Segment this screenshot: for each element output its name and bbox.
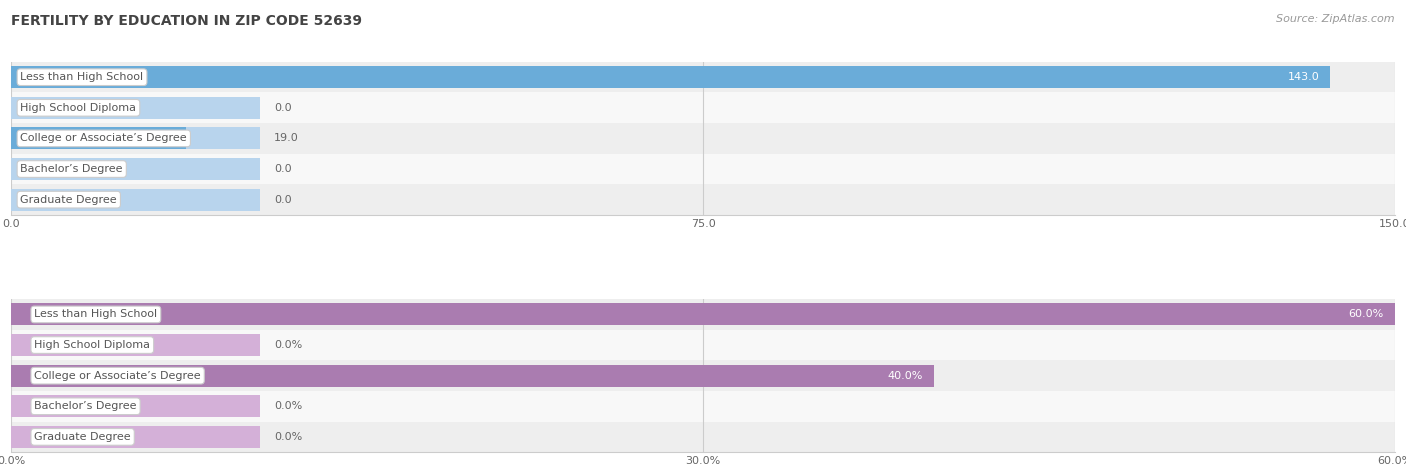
Text: 0.0%: 0.0% — [274, 401, 302, 411]
Text: Graduate Degree: Graduate Degree — [21, 195, 117, 205]
Bar — [11, 154, 1395, 184]
Text: College or Associate’s Degree: College or Associate’s Degree — [21, 133, 187, 143]
Bar — [11, 365, 260, 387]
Text: 0.0: 0.0 — [274, 195, 291, 205]
Text: Graduate Degree: Graduate Degree — [34, 432, 131, 442]
Bar — [11, 184, 1395, 215]
Bar — [11, 303, 260, 326]
Bar — [11, 158, 260, 180]
Text: College or Associate’s Degree: College or Associate’s Degree — [34, 371, 201, 381]
Text: 0.0%: 0.0% — [274, 340, 302, 350]
Bar — [11, 303, 1395, 326]
Text: High School Diploma: High School Diploma — [34, 340, 150, 350]
Text: Bachelor’s Degree: Bachelor’s Degree — [34, 401, 136, 411]
Text: Source: ZipAtlas.com: Source: ZipAtlas.com — [1277, 14, 1395, 24]
Text: 143.0: 143.0 — [1288, 72, 1319, 82]
Bar — [11, 391, 1395, 422]
Text: 60.0%: 60.0% — [1348, 309, 1384, 319]
Text: Bachelor’s Degree: Bachelor’s Degree — [21, 164, 122, 174]
Bar — [11, 395, 260, 417]
Text: FERTILITY BY EDUCATION IN ZIP CODE 52639: FERTILITY BY EDUCATION IN ZIP CODE 52639 — [11, 14, 363, 28]
Bar — [11, 66, 260, 88]
Bar — [11, 422, 1395, 452]
Text: 0.0: 0.0 — [274, 103, 291, 113]
Bar — [11, 92, 1395, 123]
Text: High School Diploma: High School Diploma — [21, 103, 136, 113]
Text: 19.0: 19.0 — [274, 133, 299, 143]
Bar — [11, 97, 260, 119]
Bar — [11, 365, 934, 387]
Text: Less than High School: Less than High School — [21, 72, 143, 82]
Text: Less than High School: Less than High School — [34, 309, 157, 319]
Text: 40.0%: 40.0% — [887, 371, 922, 381]
Bar — [11, 123, 1395, 154]
Bar — [11, 360, 1395, 391]
Bar — [11, 66, 1330, 88]
Bar — [11, 330, 1395, 360]
Bar — [11, 128, 187, 149]
Bar — [11, 62, 1395, 92]
Bar — [11, 188, 260, 211]
Bar — [11, 299, 1395, 330]
Text: 0.0: 0.0 — [274, 164, 291, 174]
Bar — [11, 128, 260, 149]
Bar — [11, 426, 260, 448]
Bar — [11, 334, 260, 356]
Text: 0.0%: 0.0% — [274, 432, 302, 442]
